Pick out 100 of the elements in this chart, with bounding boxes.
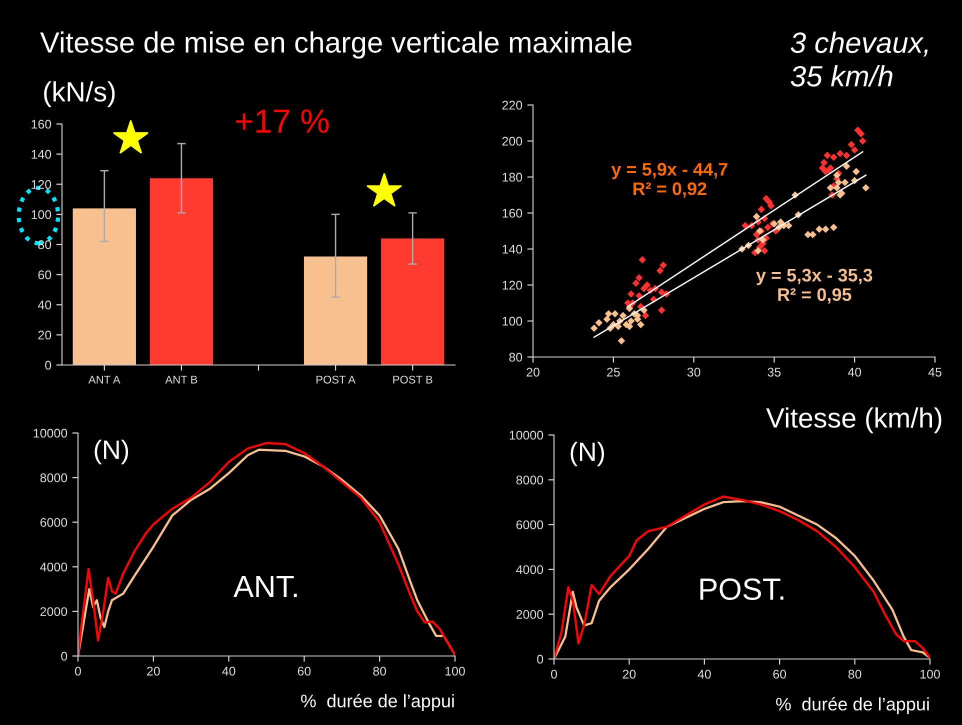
x-tick-label: POST A (316, 376, 356, 384)
y-axis-title: (kN/s) (44, 81, 115, 108)
point (822, 226, 830, 233)
point (858, 137, 866, 145)
y-tick-label: 80 (38, 240, 52, 250)
x-tick-label: 80 (373, 666, 386, 676)
bar (72, 208, 136, 365)
y-axis-title: (N) (94, 440, 128, 464)
annotation: ANT. (233, 576, 297, 597)
point (830, 224, 838, 232)
y-tick-label: 0 (61, 652, 68, 661)
point (635, 292, 643, 300)
point (618, 337, 626, 344)
point (850, 146, 858, 154)
point (785, 222, 792, 230)
x-axis-title: % durée de l’appui (301, 694, 454, 711)
point (826, 184, 834, 192)
x-tick-label: 80 (848, 670, 862, 679)
point (759, 236, 767, 244)
x-tick-label: 35 (768, 368, 781, 377)
point (603, 316, 611, 323)
point (752, 212, 760, 220)
x-tick-label: ANT A (88, 376, 120, 384)
x-tick-label: 40 (698, 670, 711, 679)
point (824, 152, 831, 160)
x-tick-label: 100 (446, 666, 465, 676)
point (619, 312, 627, 320)
point (632, 280, 640, 287)
x-tick-label: 40 (222, 666, 236, 676)
bar (304, 256, 368, 365)
y-tick-label: 20 (38, 330, 52, 340)
x-axis-title: % durée de l’appui (776, 697, 929, 714)
point (643, 281, 651, 289)
point (820, 158, 828, 166)
point (834, 178, 842, 186)
point (818, 164, 826, 172)
point (590, 324, 598, 332)
point (760, 247, 768, 254)
text: 3 chevaux, 35 km/h (790, 32, 928, 87)
y-tick-label: 0 (45, 360, 52, 370)
point (841, 178, 849, 186)
point (635, 274, 643, 282)
y-tick-label: 60 (38, 270, 52, 280)
point (642, 312, 650, 320)
point (604, 310, 612, 318)
point (854, 126, 862, 134)
point (848, 140, 856, 148)
chart-title: Vitesse de mise en charge verticale maximale (40, 31, 632, 59)
x-tick-label: 60 (298, 666, 311, 676)
point (852, 168, 860, 176)
point (595, 319, 603, 326)
annotation: y = 5,9x - 44,7 R² = 0,92 (611, 162, 728, 198)
y-tick-label: 40 (38, 300, 52, 310)
x-axis-title: Vitesse (km/h) (766, 407, 942, 434)
point (833, 184, 841, 192)
y-tick-label: 10000 (510, 430, 544, 440)
point (776, 218, 784, 226)
point (638, 256, 646, 264)
y-tick-label: 140 (502, 244, 522, 254)
y-tick-label: 100 (32, 210, 52, 220)
y-tick-label: 100 (502, 316, 522, 326)
x-tick-label: 0 (75, 666, 81, 676)
y-tick-label: 2000 (516, 610, 544, 619)
y-tick-label: 6000 (516, 520, 544, 530)
point (640, 284, 648, 292)
y-tick-label: 140 (32, 150, 52, 159)
bar (381, 238, 444, 365)
point (752, 230, 760, 238)
y-axis-title: (N) (570, 442, 604, 466)
y-tick-label: 2000 (40, 607, 68, 616)
point (658, 306, 666, 314)
bar (150, 178, 214, 365)
y-tick-label: 160 (32, 120, 52, 129)
x-tick-label: 40 (848, 368, 862, 377)
y-tick-label: 4000 (40, 562, 68, 572)
x-tick-label: 45 (928, 368, 942, 377)
y-tick-label: 80 (509, 352, 522, 362)
y-tick-label: 200 (502, 136, 522, 146)
point (767, 202, 775, 210)
y-tick-label: 120 (32, 180, 52, 189)
annotation: +17 % (236, 109, 329, 133)
point (842, 152, 850, 160)
x-tick-label: 60 (773, 670, 786, 679)
annotation: y = 5,3x - 35,3 R² = 0,95 (756, 268, 872, 304)
point (830, 154, 838, 161)
point (637, 320, 644, 328)
x-tick-label: 0 (551, 670, 557, 679)
x-tick-label: 20 (622, 670, 636, 679)
y-tick-label: 4000 (516, 565, 544, 574)
point (809, 230, 816, 238)
y-tick-label: 180 (502, 172, 522, 182)
point (754, 247, 762, 254)
y-tick-label: 120 (502, 280, 522, 290)
point (658, 288, 666, 296)
point (764, 224, 772, 232)
point (842, 162, 850, 170)
point (836, 150, 844, 158)
y-tick-label: 160 (502, 208, 522, 218)
point (611, 310, 619, 318)
point (614, 322, 622, 330)
